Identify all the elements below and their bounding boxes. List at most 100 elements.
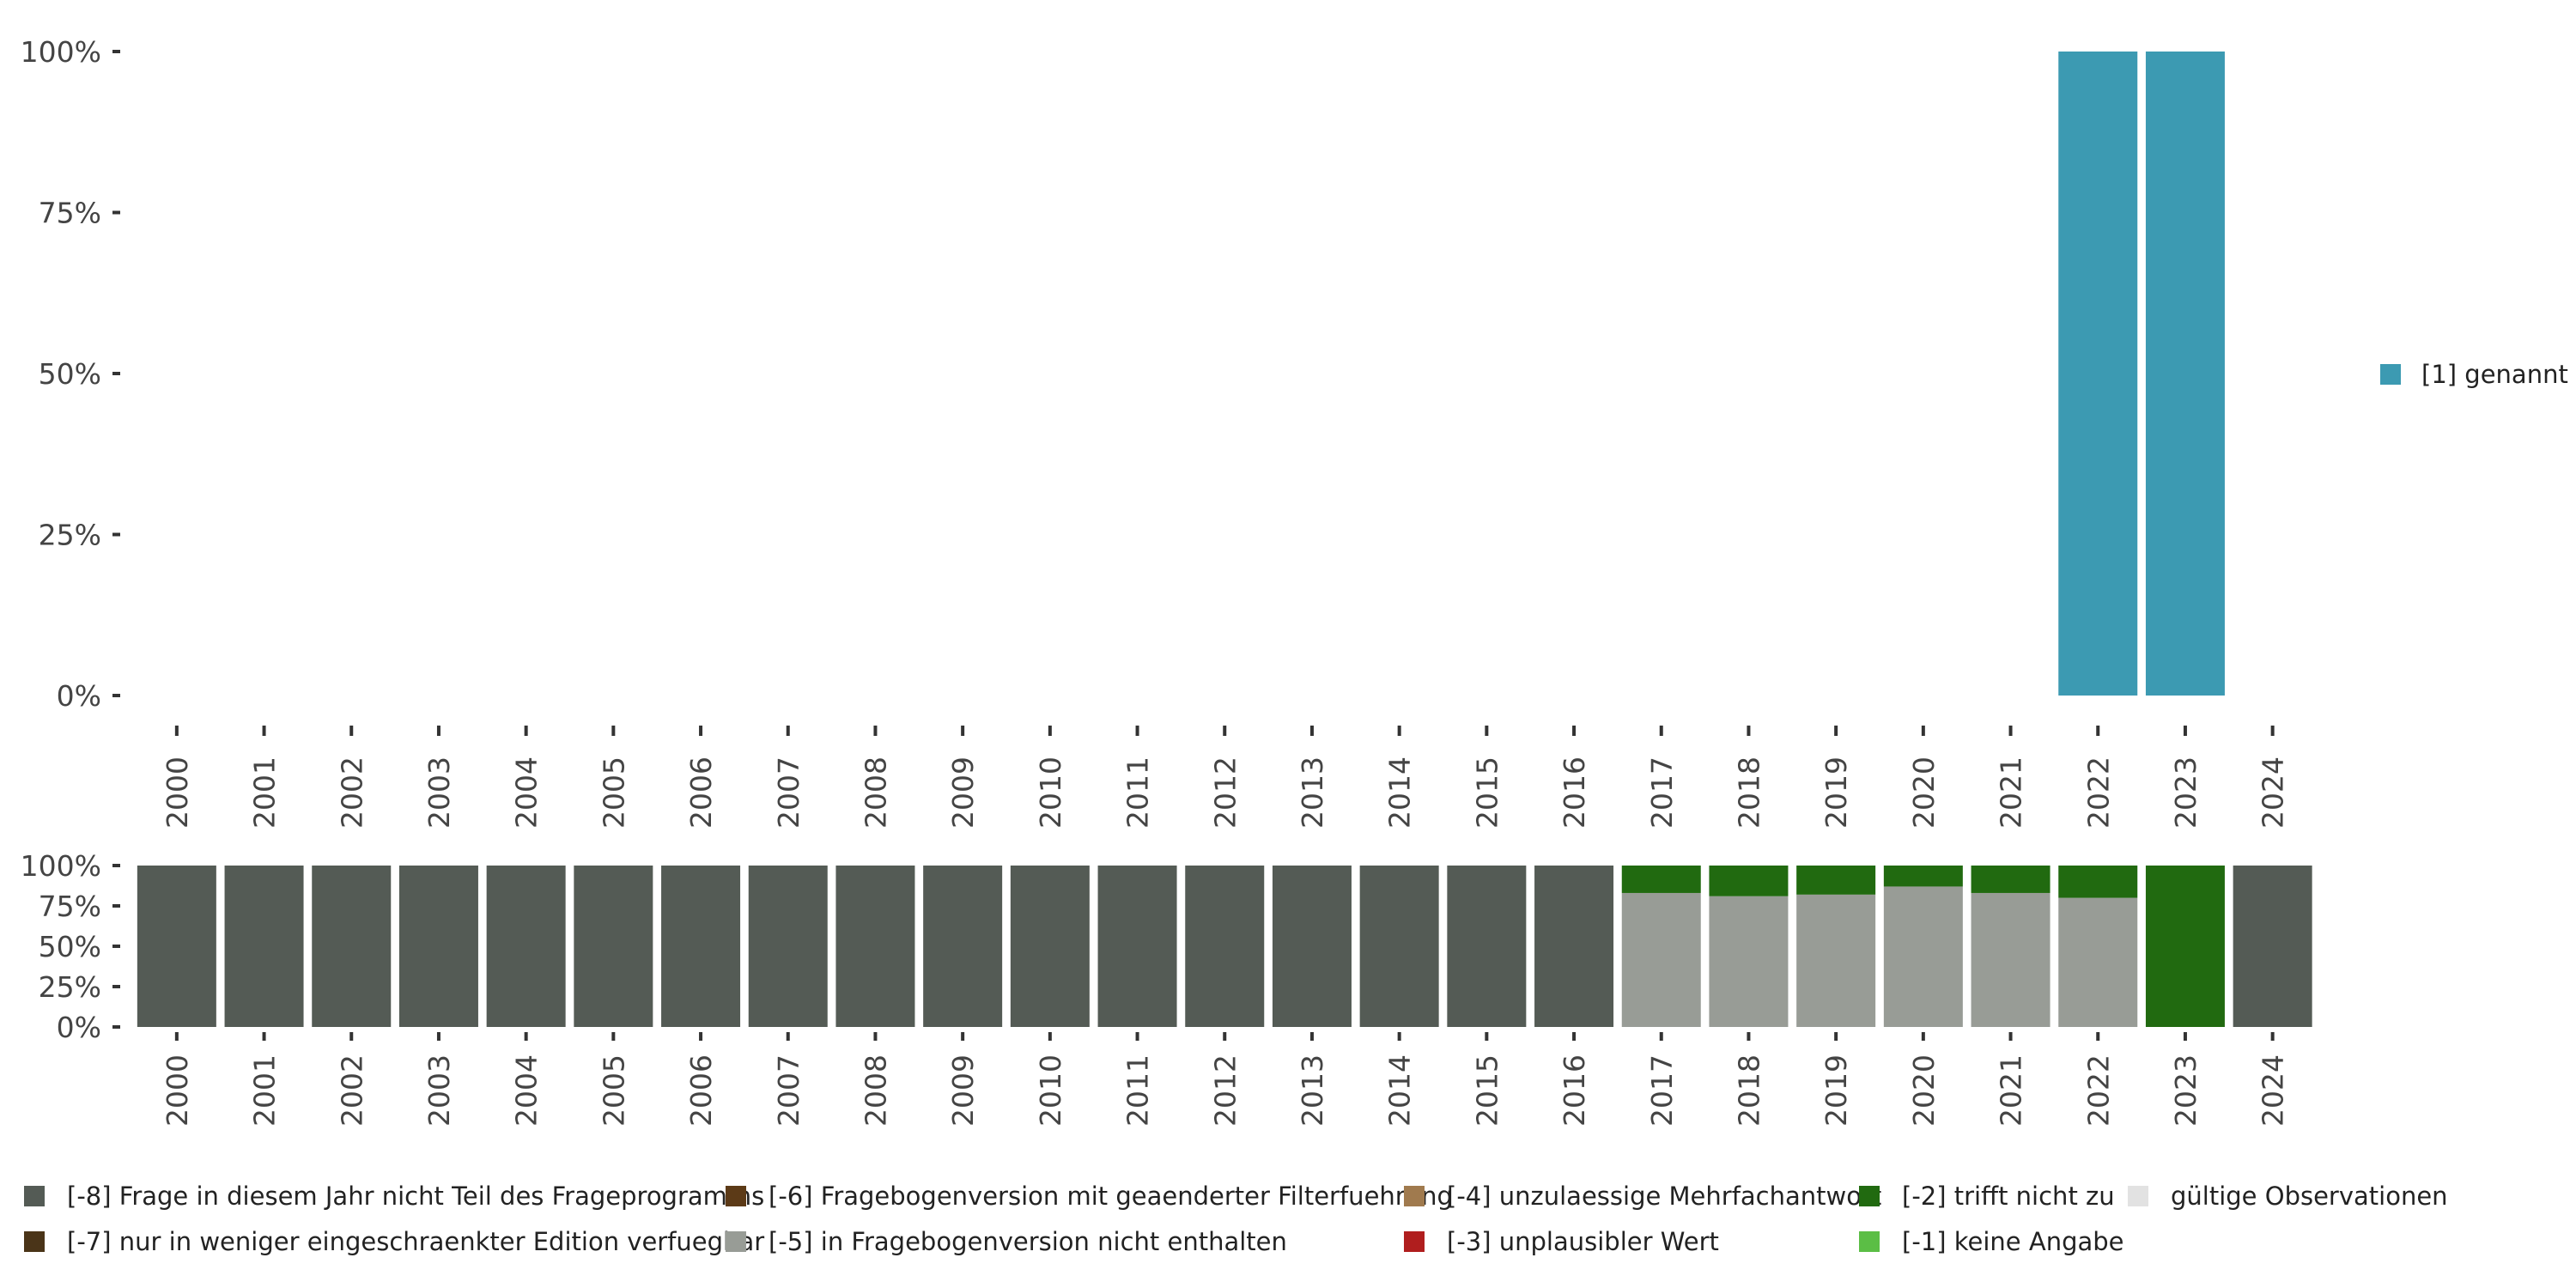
bottom-bar-2022-2-trifft-nicht-zu xyxy=(2058,866,2138,898)
bottom-x-tick-label-2014: 2014 xyxy=(1383,1054,1417,1127)
legend-label-6-fragebogenversion-mit-geaenderter-filterfuehrung: [-6] Fragebogenversion mit geaenderter F… xyxy=(769,1182,1453,1211)
bottom-bar-2021-2-trifft-nicht-zu xyxy=(1971,866,2050,893)
legend-label-4-unzulaessige-mehrfachantwort: [-4] unzulaessige Mehrfachantwort xyxy=(1447,1182,1881,1211)
bottom-bar-2004-8-frage-in-diesem-jahr-nicht-teil-des-frageprogramms xyxy=(486,866,566,1027)
top-y-tick-label: 50% xyxy=(39,357,101,391)
legend-swatch-g-ltige-observationen xyxy=(2128,1186,2148,1206)
top-x-tick-label-2001: 2001 xyxy=(248,756,282,829)
bottom-bar-2021-5-in-fragebogenversion-nicht-enthalten xyxy=(1971,892,2050,1027)
bottom-legend: [-8] Frage in diesem Jahr nicht Teil des… xyxy=(24,1182,2448,1256)
bottom-x-tick-label-2004: 2004 xyxy=(510,1054,544,1127)
bottom-bar-2007-8-frage-in-diesem-jahr-nicht-teil-des-frageprogramms xyxy=(748,866,828,1027)
top-x-tick-label-2017: 2017 xyxy=(1645,756,1679,829)
top-chart: 0% 25% 50% 75% 100% 2000 2001 2002 2003 2004 2005 2… xyxy=(21,35,2290,829)
legend-label-2-trifft-nicht-zu: [-2] trifft nicht zu xyxy=(1902,1182,2115,1211)
top-legend-swatch xyxy=(2380,364,2401,385)
bottom-bar-2022-5-in-fragebogenversion-nicht-enthalten xyxy=(2058,897,2138,1027)
bottom-x-tick-label-2008: 2008 xyxy=(859,1054,892,1127)
top-x-tick-label-2023: 2023 xyxy=(2169,756,2202,829)
bottom-y-tick-label: 75% xyxy=(39,890,101,923)
bottom-x-tick-label-2003: 2003 xyxy=(422,1054,456,1127)
bottom-x-tick-label-2020: 2020 xyxy=(1907,1054,1941,1127)
bottom-x-tick-label-2009: 2009 xyxy=(946,1054,980,1127)
legend-label-8-frage-in-diesem-jahr-nicht-teil-des-frageprogramms: [-8] Frage in diesem Jahr nicht Teil des… xyxy=(67,1182,764,1211)
bottom-bar-2018-5-in-fragebogenversion-nicht-enthalten xyxy=(1709,896,1789,1027)
bottom-bar-2023-2-trifft-nicht-zu xyxy=(2145,866,2225,1027)
legend-label-5-in-fragebogenversion-nicht-enthalten: [-5] in Fragebogenversion nicht enthalte… xyxy=(769,1227,1287,1256)
bottom-bar-2020-2-trifft-nicht-zu xyxy=(1883,866,1963,887)
bottom-x-tick-label-2001: 2001 xyxy=(248,1054,282,1127)
top-bar-2023-1-genannt xyxy=(2145,52,2225,696)
bottom-x-tick-label-2016: 2016 xyxy=(1558,1054,1591,1127)
top-y-tick-label: 75% xyxy=(39,197,101,230)
bottom-x-tick-label-2011: 2011 xyxy=(1121,1054,1155,1127)
bottom-x-tick-label-2021: 2021 xyxy=(1995,1054,2028,1127)
bottom-bar-2003-8-frage-in-diesem-jahr-nicht-teil-des-frageprogramms xyxy=(398,866,478,1027)
bottom-bar-2020-5-in-fragebogenversion-nicht-enthalten xyxy=(1883,886,1963,1027)
bottom-x-tick-label-2024: 2024 xyxy=(2257,1054,2290,1127)
bottom-bar-2001-8-frage-in-diesem-jahr-nicht-teil-des-frageprogramms xyxy=(224,866,304,1027)
bottom-bar-2013-8-frage-in-diesem-jahr-nicht-teil-des-frageprogramms xyxy=(1272,866,1352,1027)
top-x-tick-label-2005: 2005 xyxy=(597,756,630,829)
top-legend-label: [1] genannt xyxy=(2421,360,2568,389)
bottom-bar-2015-8-frage-in-diesem-jahr-nicht-teil-des-frageprogramms xyxy=(1447,866,1527,1027)
top-x-tick-label-2000: 2000 xyxy=(161,756,194,829)
bottom-bar-2011-8-frage-in-diesem-jahr-nicht-teil-des-frageprogramms xyxy=(1097,866,1177,1027)
bottom-bar-2018-2-trifft-nicht-zu xyxy=(1709,866,1789,896)
top-x-tick-label-2009: 2009 xyxy=(946,756,980,829)
bottom-bar-2019-5-in-fragebogenversion-nicht-enthalten xyxy=(1796,894,1876,1027)
legend-label-3-unplausibler-wert: [-3] unplausibler Wert xyxy=(1447,1227,1719,1256)
bottom-y-tick-label: 0% xyxy=(57,1011,101,1044)
top-y-tick-label: 25% xyxy=(39,519,101,552)
legend-swatch-7-nur-in-weniger-eingeschraenkter-edition-verfuegbar xyxy=(24,1231,45,1252)
bottom-bar-2002-8-frage-in-diesem-jahr-nicht-teil-des-frageprogramms xyxy=(312,866,392,1027)
bottom-y-tick-label: 100% xyxy=(21,849,101,883)
bottom-bar-2017-2-trifft-nicht-zu xyxy=(1621,866,1701,893)
top-x-tick-label-2020: 2020 xyxy=(1907,756,1941,829)
top-x-tick-label-2016: 2016 xyxy=(1558,756,1591,829)
top-x-tick-label-2018: 2018 xyxy=(1732,756,1765,829)
bottom-bar-2024-8-frage-in-diesem-jahr-nicht-teil-des-frageprogramms xyxy=(2233,866,2312,1027)
bottom-bar-2014-8-frage-in-diesem-jahr-nicht-teil-des-frageprogramms xyxy=(1359,866,1439,1027)
top-x-tick-label-2014: 2014 xyxy=(1383,756,1417,829)
top-x-tick-label-2010: 2010 xyxy=(1034,756,1067,829)
bottom-x-tick-label-2022: 2022 xyxy=(2081,1054,2115,1127)
bottom-x-tick-label-2013: 2013 xyxy=(1296,1054,1329,1127)
bottom-x-tick-label-2019: 2019 xyxy=(1820,1054,1853,1127)
top-x-tick-label-2019: 2019 xyxy=(1820,756,1853,829)
legend-swatch-6-fragebogenversion-mit-geaenderter-filterfuehrung xyxy=(726,1186,746,1206)
bottom-bar-2012-8-frage-in-diesem-jahr-nicht-teil-des-frageprogramms xyxy=(1185,866,1265,1027)
top-y-tick-label: 0% xyxy=(57,679,101,713)
bottom-y-tick-label: 50% xyxy=(39,930,101,963)
bottom-x-tick-label-2017: 2017 xyxy=(1645,1054,1679,1127)
bottom-x-tick-label-2007: 2007 xyxy=(772,1054,805,1127)
bottom-bar-2009-8-frage-in-diesem-jahr-nicht-teil-des-frageprogramms xyxy=(923,866,1003,1027)
bottom-chart: 0% 25% 50% 75% 100% 2000 2001 2002 2003 2004 2005 2… xyxy=(21,849,2312,1127)
legend-swatch-5-in-fragebogenversion-nicht-enthalten xyxy=(726,1231,746,1252)
bottom-bar-2006-8-frage-in-diesem-jahr-nicht-teil-des-frageprogramms xyxy=(661,866,741,1027)
bottom-x-tick-label-2018: 2018 xyxy=(1732,1054,1765,1127)
bottom-bar-2017-5-in-fragebogenversion-nicht-enthalten xyxy=(1621,892,1701,1027)
top-x-tick-label-2008: 2008 xyxy=(859,756,892,829)
top-x-tick-label-2006: 2006 xyxy=(684,756,718,829)
bottom-bar-2016-8-frage-in-diesem-jahr-nicht-teil-des-frageprogramms xyxy=(1534,866,1614,1027)
top-legend: [1] genannt xyxy=(2380,360,2568,389)
top-x-tick-label-2004: 2004 xyxy=(510,756,544,829)
top-x-tick-label-2011: 2011 xyxy=(1121,756,1155,829)
bottom-x-tick-label-2023: 2023 xyxy=(2169,1054,2202,1127)
legend-swatch-2-trifft-nicht-zu xyxy=(1859,1186,1880,1206)
top-x-tick-label-2015: 2015 xyxy=(1470,756,1504,829)
bottom-x-tick-label-2015: 2015 xyxy=(1470,1054,1504,1127)
top-x-tick-label-2024: 2024 xyxy=(2257,756,2290,829)
bottom-bar-2008-8-frage-in-diesem-jahr-nicht-teil-des-frageprogramms xyxy=(835,866,915,1027)
bottom-bar-2019-2-trifft-nicht-zu xyxy=(1796,866,1876,895)
bottom-x-tick-label-2002: 2002 xyxy=(335,1054,368,1127)
legend-swatch-8-frage-in-diesem-jahr-nicht-teil-des-frageprogramms xyxy=(24,1186,45,1206)
top-x-tick-label-2012: 2012 xyxy=(1208,756,1242,829)
top-x-tick-label-2021: 2021 xyxy=(1995,756,2028,829)
bottom-x-tick-label-2012: 2012 xyxy=(1208,1054,1242,1127)
legend-swatch-3-unplausibler-wert xyxy=(1404,1231,1425,1252)
bottom-y-tick-label: 25% xyxy=(39,970,101,1004)
bottom-x-tick-label-2005: 2005 xyxy=(597,1054,630,1127)
